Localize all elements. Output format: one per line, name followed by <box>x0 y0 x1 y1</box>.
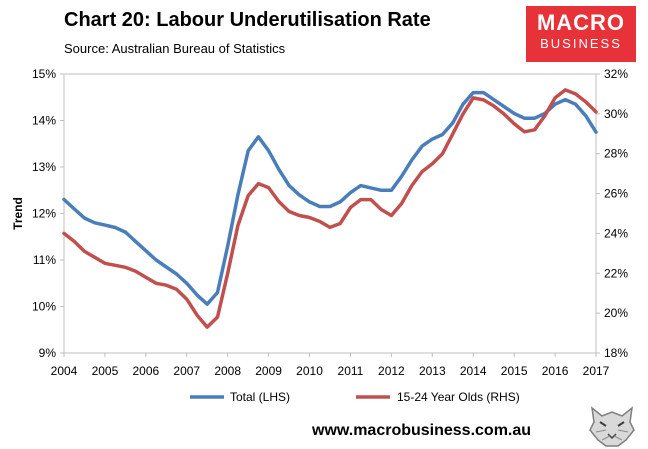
y-right-tick-label: 30% <box>604 107 628 121</box>
x-tick-label: 2017 <box>583 364 610 378</box>
x-tick-label: 2015 <box>501 364 528 378</box>
x-tick-label: 2016 <box>542 364 569 378</box>
x-tick-label: 2011 <box>338 364 364 378</box>
y-left-tick-label: 9% <box>39 346 57 360</box>
chart-source: Source: Australian Bureau of Statistics <box>64 41 286 56</box>
legend-label: 15-24 Year Olds (RHS) <box>397 390 520 404</box>
x-tick-label: 2012 <box>378 364 405 378</box>
x-tick-label: 2014 <box>460 364 487 378</box>
x-tick-label: 2010 <box>296 364 323 378</box>
y-right-tick-label: 28% <box>604 147 628 161</box>
series-line-total <box>62 90 598 306</box>
legend-label: Total (LHS) <box>230 390 290 404</box>
x-tick-label: 2005 <box>92 364 119 378</box>
y-left-tick-label: 10% <box>32 300 56 314</box>
y-right-tick-label: 24% <box>604 226 628 240</box>
y-right-tick-label: 26% <box>604 187 628 201</box>
x-tick-label: 2004 <box>51 364 78 378</box>
y-left-tick-label: 12% <box>32 207 56 221</box>
x-tick-label: 2007 <box>173 364 200 378</box>
x-tick-label: 2009 <box>255 364 282 378</box>
wolf-icon <box>589 406 635 447</box>
x-tick-label: 2006 <box>132 364 159 378</box>
series-line-youth <box>62 88 598 329</box>
y-axis-label: Trend <box>11 197 25 230</box>
y-left-tick-label: 15% <box>32 67 56 81</box>
y-left-tick-label: 11% <box>33 253 56 267</box>
y-right-tick-label: 20% <box>604 306 628 320</box>
footer-url: www.macrobusiness.com.au <box>312 422 532 439</box>
y-left-tick-label: 13% <box>32 160 56 174</box>
y-left-tick-label: 14% <box>32 114 56 128</box>
x-tick-label: 2013 <box>419 364 446 378</box>
chart-title: Chart 20: Labour Underutilisation Rate <box>64 9 431 31</box>
y-right-tick-label: 32% <box>604 67 628 81</box>
logo-line-2: BUSINESS <box>540 36 622 51</box>
y-right-tick-label: 22% <box>604 266 628 280</box>
logo-line-1: MACRO <box>536 10 626 35</box>
macrobusiness-logo: MACRO BUSINESS <box>526 6 636 62</box>
y-right-tick-label: 18% <box>604 346 628 360</box>
x-tick-label: 2008 <box>214 364 241 378</box>
